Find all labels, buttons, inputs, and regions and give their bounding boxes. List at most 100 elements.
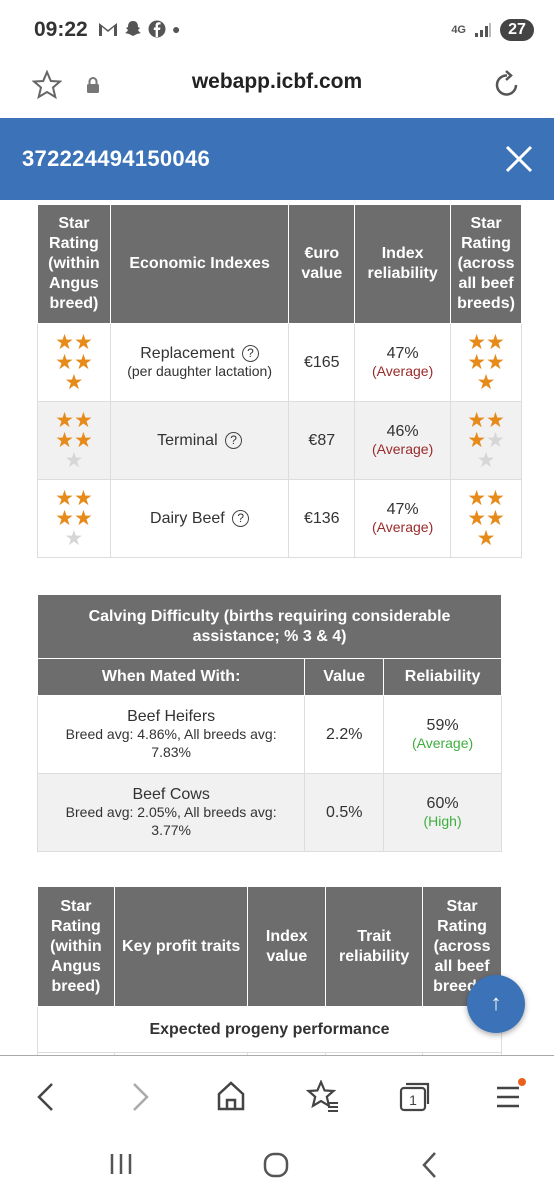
reliability-cell: 60% (High)	[383, 773, 502, 852]
modal-header	[0, 118, 554, 200]
reliability-label: (Average)	[372, 518, 434, 535]
reliability-percent: 60%	[426, 794, 459, 812]
reliability-percent: 59%	[426, 716, 459, 734]
star-filled-icon: ★	[73, 350, 93, 374]
close-icon[interactable]	[502, 142, 536, 176]
forward-icon[interactable]	[128, 1082, 152, 1112]
system-nav-bar	[0, 1140, 554, 1200]
col-header-index-value: Index value	[247, 886, 327, 1007]
star-filled-icon: ★	[73, 506, 93, 530]
index-name-cell: Terminal ?	[109, 401, 290, 480]
table-row: ★★ ★★ ★ Dairy Beef ? €136 47% (Average) …	[37, 479, 522, 558]
network-label: 4G	[451, 24, 466, 36]
reliability-cell: 47% (Average)	[354, 479, 452, 558]
stars-within-cell: ★★ ★★ ★	[37, 401, 111, 480]
star-filled-icon: ★	[64, 370, 84, 394]
index-subtitle: (per daughter lactation)	[127, 362, 272, 379]
star-rating: ★★ ★★ ★	[38, 408, 110, 471]
recents-icon[interactable]	[108, 1152, 134, 1176]
bookmarks-icon[interactable]	[306, 1080, 340, 1112]
reliability-cell: 59% (Average)	[383, 695, 502, 774]
breed-average: Breed avg: 2.05%, All breeds avg: 3.77%	[65, 803, 277, 838]
col-header-star-within: Star Rating (within Angus breed)	[37, 204, 111, 324]
scroll-to-top-button[interactable]: ↑	[467, 975, 525, 1033]
calving-difficulty-table: Calving Difficulty (births requiring con…	[36, 594, 502, 852]
col-header-euro-value: €uro value	[288, 204, 356, 324]
col-header-trait-reliability: Trait reliability	[325, 886, 424, 1007]
col-header-star-within: Star Rating (within Angus breed)	[37, 886, 115, 1007]
star-filled-icon: ★	[467, 350, 487, 374]
star-filled-icon: ★	[55, 350, 74, 374]
mated-with-name: Beef Heifers	[127, 707, 216, 725]
economic-index-table: Star Rating (within Angus breed) Economi…	[37, 204, 522, 558]
status-right: 4G 27	[451, 19, 534, 41]
star-rating: ★★ ★★ ★	[38, 330, 110, 394]
col-header-economic-indexes: Economic Indexes	[109, 204, 290, 324]
lock-icon	[87, 77, 99, 93]
bookmark-star-icon[interactable]	[32, 70, 62, 100]
star-empty-icon: ★	[476, 448, 496, 472]
star-filled-icon: ★	[476, 526, 496, 550]
star-empty-icon: ★	[486, 428, 505, 452]
euro-value-cell: €87	[288, 401, 356, 480]
browser-toolbar	[0, 1055, 554, 1140]
breed-average: Breed avg: 4.86%, All breeds avg: 7.83%	[65, 725, 277, 760]
help-icon[interactable]: ?	[232, 509, 250, 527]
reliability-label: (Average)	[372, 362, 434, 379]
system-back-icon[interactable]	[420, 1151, 440, 1179]
value-cell: 2.2%	[304, 695, 385, 774]
stars-across-cell: ★★ ★★ ★	[450, 323, 522, 402]
menu-icon[interactable]	[493, 1078, 527, 1112]
stars-within-cell: ★★ ★★ ★	[37, 479, 111, 558]
reliability-percent: 46%	[386, 422, 419, 440]
home-icon[interactable]	[215, 1080, 247, 1112]
key-profit-traits-table: Star Rating (within Angus breed) Key pro…	[37, 886, 502, 1055]
battery-indicator: 27	[500, 19, 534, 41]
star-filled-icon: ★	[486, 408, 505, 432]
star-filled-icon: ★	[55, 330, 74, 354]
animal-id-title: 372224494150046	[22, 146, 211, 171]
star-filled-icon: ★	[73, 330, 93, 354]
back-icon[interactable]	[34, 1082, 58, 1112]
home-button-icon[interactable]	[263, 1152, 289, 1178]
euro-value-cell: €165	[288, 323, 356, 402]
reliability-cell: 47% (Average)	[354, 323, 452, 402]
url-text[interactable]: webapp.icbf.com	[191, 70, 363, 93]
table-row: ★★ ★★ ★ Replacement ? (per daughter lact…	[37, 323, 522, 402]
stars-across-cell: ★★ ★★ ★	[450, 479, 522, 558]
table-row: Beef Cows Breed avg: 2.05%, All breeds a…	[36, 773, 502, 852]
star-filled-icon: ★	[467, 408, 487, 432]
star-rating: ★★ ★★ ★	[451, 486, 521, 550]
reliability-label: (Average)	[372, 440, 434, 457]
index-name: Terminal	[157, 431, 218, 449]
stars-across-cell: ★★ ★★ ★	[450, 401, 522, 480]
col-header-value: Value	[304, 658, 385, 696]
star-filled-icon: ★	[467, 330, 487, 354]
value-cell: 0.5%	[304, 773, 385, 852]
tabs-icon[interactable]: 1	[398, 1080, 432, 1112]
table-row: ★★ ★★ ★ Terminal ? €87 46% (Average) ★★ …	[37, 401, 522, 480]
facebook-icon	[148, 20, 166, 38]
reload-icon[interactable]	[492, 70, 522, 100]
table-cell	[37, 1052, 115, 1055]
mated-with-cell: Beef Heifers Breed avg: 4.86%, All breed…	[36, 695, 306, 774]
help-icon[interactable]: ?	[241, 344, 259, 362]
help-icon[interactable]: ?	[225, 431, 243, 449]
mated-with-name: Beef Cows	[132, 785, 210, 803]
index-name-cell: Dairy Beef ?	[109, 479, 290, 558]
star-filled-icon: ★	[73, 486, 93, 510]
euro-value-cell: €136	[288, 479, 356, 558]
reliability-label: (Average)	[411, 734, 474, 751]
col-header-star-across: Star Rating (across all beef breeds)	[450, 204, 522, 324]
col-header-key-profit-traits: Key profit traits	[113, 886, 249, 1007]
signal-icon	[475, 23, 491, 37]
col-header-index-reliability: Index reliability	[354, 204, 452, 324]
star-filled-icon: ★	[486, 486, 505, 510]
notification-icons: ●	[98, 20, 180, 38]
star-filled-icon: ★	[467, 506, 487, 530]
snapchat-icon	[125, 21, 141, 36]
star-filled-icon: ★	[467, 486, 487, 510]
section-expected-progeny: Expected progeny performance	[37, 1006, 502, 1053]
star-filled-icon: ★	[73, 408, 93, 432]
status-bar	[0, 0, 554, 62]
